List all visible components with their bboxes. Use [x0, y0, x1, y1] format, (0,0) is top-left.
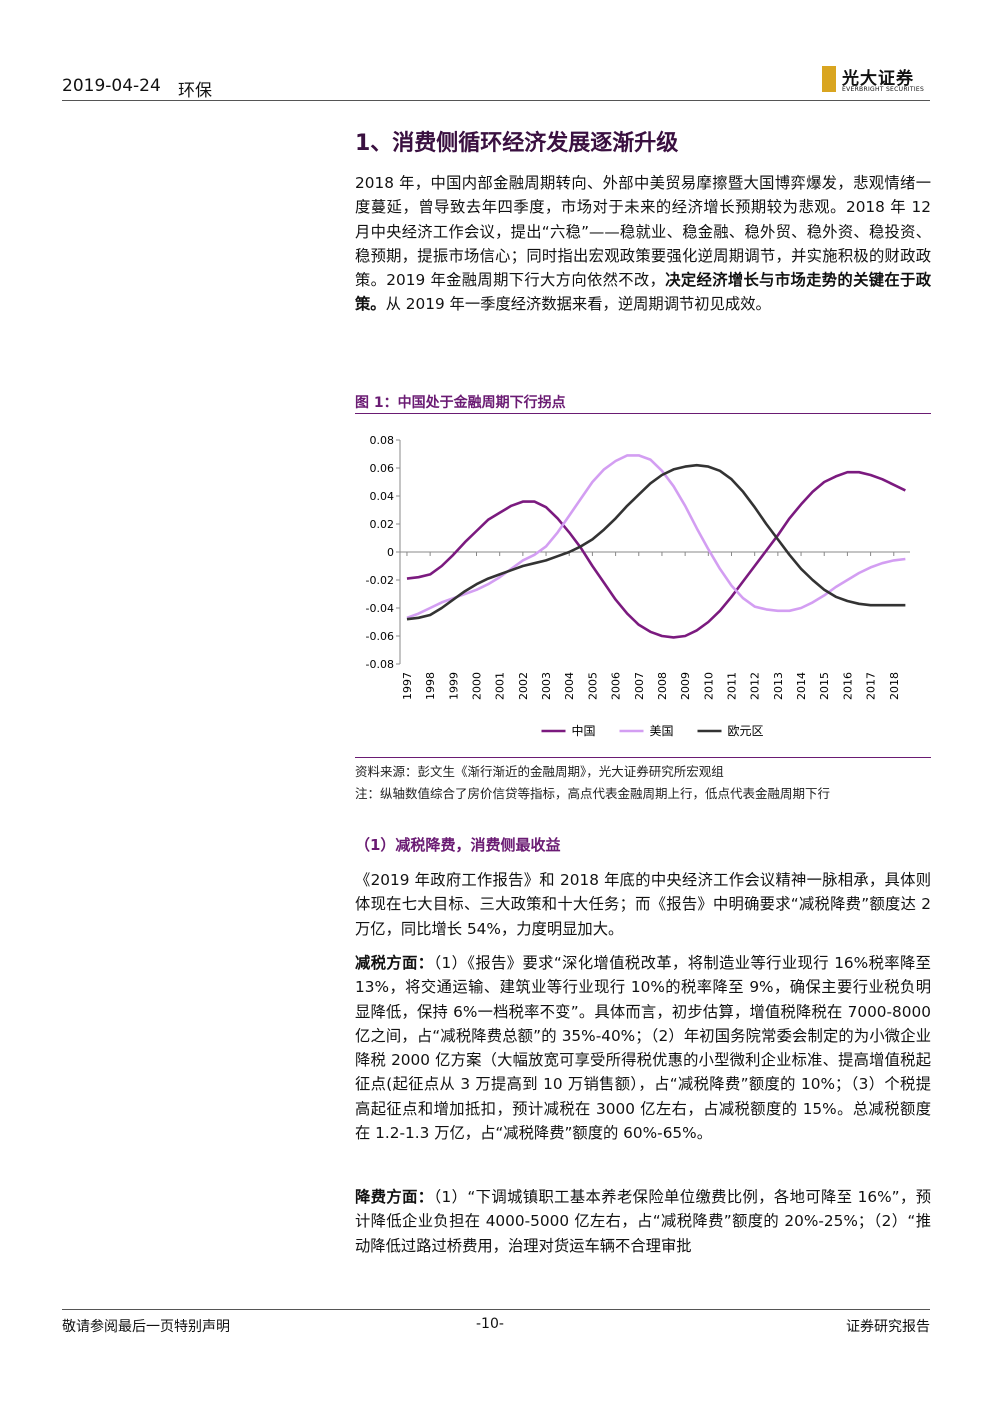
y-tick-label: 0.08 [370, 434, 395, 447]
x-tick-label: 2006 [610, 672, 623, 700]
x-tick-label: 2003 [540, 672, 553, 700]
y-tick-label: -0.06 [366, 630, 394, 643]
legend-label: 欧元区 [728, 724, 764, 738]
footer-page: -10- [476, 1316, 504, 1332]
text: 《2019 年政府工作报告》和 2018 年底的中央经济工作会议精神一脉相承，具… [355, 871, 931, 938]
paragraph: 降费方面：（1）“下调城镇职工基本养老保险单位缴费比例，各地可降至 16%”，预… [355, 1185, 931, 1258]
x-tick-label: 2018 [888, 672, 901, 700]
y-tick-label: 0.02 [370, 518, 395, 531]
footer-right: 证券研究报告 [846, 1319, 930, 1335]
x-tick-label: 2009 [679, 672, 692, 700]
legend-label: 中国 [572, 723, 596, 738]
series-line [406, 470, 906, 639]
source: 资料来源：彭文生《渐行渐近的金融周期》，光大证券研究所宏观组 [355, 764, 724, 779]
figure-rule [355, 757, 931, 758]
x-tick-label: 2000 [471, 672, 484, 700]
bold-text: 决定经济增长与市场走势的关键在于政策。 [355, 271, 931, 314]
paragraph: 2018 年，中国内部金融周期转向、外部中美贸易摩擦暨大国博弈爆发，悲观情绪一度… [355, 171, 931, 317]
header-date: 2019-04-24 [62, 76, 161, 96]
chart: 0.08 0.06 0.04 0.02 0 -0.02 -0.04 -0.06 -0.08 199… [366, 434, 910, 738]
x-tick-label: 2007 [633, 672, 646, 700]
paragraph: 减税方面：（1）《报告》要求“深化增值税改革，将制造业等行业现行 16%税率降至… [355, 951, 931, 1145]
x-tick-label: 1999 [447, 672, 460, 700]
footer-left: 敬请参阅最后一页特别声明 [62, 1319, 230, 1335]
y-tick-label: 0 [387, 546, 394, 559]
paragraph: 《2019 年政府工作报告》和 2018 年底的中央经济工作会议精神一脉相承，具… [355, 868, 931, 941]
text: 2018 年，中国内部金融周期转向、外部中美贸易摩擦暨大国博弈爆发，悲观情绪一度… [355, 174, 931, 290]
header-sector: 环保 [178, 81, 212, 101]
series-line [406, 454, 906, 620]
figure-rule [355, 413, 931, 414]
bold-text: 降费方面： [355, 1188, 434, 1206]
x-tick-label: 1998 [424, 672, 437, 700]
x-tick-label: 2001 [494, 672, 507, 700]
y-tick-label: -0.02 [366, 574, 394, 587]
y-tick-label: 0.06 [370, 462, 395, 475]
text: （1）《报告》要求“深化增值税改革，将制造业等行业现行 16%税率降至 13%，… [355, 954, 931, 1143]
x-tick-label: 1997 [401, 672, 414, 700]
figure-title: 图 1：中国处于金融周期下行拐点 [355, 395, 566, 411]
x-tick-label: 2012 [749, 672, 762, 700]
legend-label: 美国 [650, 724, 674, 738]
x-tick-label: 2010 [702, 672, 715, 700]
y-tick-label: -0.04 [366, 602, 394, 615]
x-tick-label: 2015 [818, 672, 831, 700]
text: （1）“下调城镇职工基本养老保险单位缴费比例，各地可降至 16%”，预计降低企业… [355, 1188, 931, 1255]
x-tick-label: 2004 [563, 672, 576, 700]
subheading: （1）减税降费，消费侧最收益 [355, 836, 561, 854]
x-tick-label: 2008 [656, 672, 669, 700]
footer-rule [62, 1309, 930, 1310]
header-rule [62, 100, 930, 101]
logo-cn: 光大证券 [842, 69, 914, 89]
x-tick-label: 2002 [517, 672, 530, 700]
x-tick-label: 2017 [865, 672, 878, 700]
series-line [406, 463, 906, 621]
x-tick-label: 2011 [726, 672, 739, 700]
x-tick-label: 2016 [841, 672, 854, 700]
bold-text: 减税方面： [355, 954, 434, 972]
text: 从 2019 年一季度经济数据来看，逆周期调节初见成效。 [385, 295, 771, 314]
logo-icon [822, 66, 836, 92]
y-tick-label: -0.08 [366, 658, 394, 671]
x-tick-label: 2014 [795, 672, 808, 700]
x-tick-label: 2013 [772, 672, 785, 700]
y-tick-label: 0.04 [370, 490, 395, 503]
x-tick-label: 2005 [586, 672, 599, 700]
section-title: 1、消费侧循环经济发展逐渐升级 [355, 131, 679, 156]
note: 注：纵轴数值综合了房价信贷等指标，高点代表金融周期上行，低点代表金融周期下行 [355, 786, 831, 801]
logo-en: EVERBRIGHT SECURITIES [842, 86, 925, 93]
